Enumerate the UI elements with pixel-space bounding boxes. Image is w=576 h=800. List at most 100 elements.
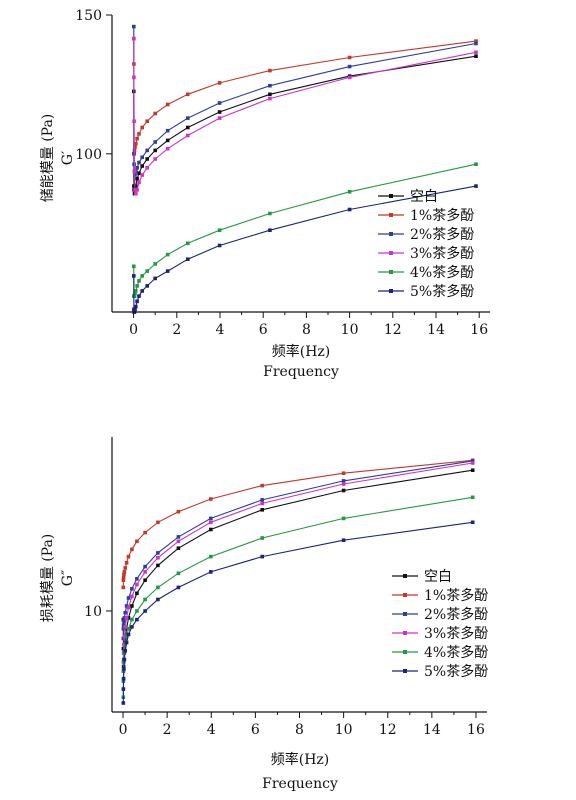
y-axis-label: 储能模量 (Pa) bbox=[40, 114, 56, 203]
legend-item: 1%茶多酚 bbox=[392, 587, 488, 604]
series-0 bbox=[121, 468, 475, 669]
data-point bbox=[347, 75, 352, 80]
data-point bbox=[140, 274, 144, 278]
data-point bbox=[134, 191, 138, 196]
data-point bbox=[132, 294, 137, 298]
y-axis-symbol: G″ bbox=[60, 570, 76, 586]
data-point bbox=[470, 520, 475, 525]
series-0 bbox=[132, 54, 478, 196]
data-point bbox=[474, 184, 478, 188]
y-tick-label: 10 bbox=[84, 604, 102, 620]
series-line bbox=[122, 462, 473, 672]
data-point bbox=[135, 284, 139, 288]
x-tick-label: 8 bbox=[295, 722, 304, 738]
data-point bbox=[134, 304, 138, 309]
x-axis-label-cn: 频率(Hz) bbox=[272, 343, 331, 360]
legend-item: 3%茶多酚 bbox=[378, 245, 474, 262]
data-point bbox=[145, 284, 149, 288]
data-point bbox=[145, 157, 149, 161]
legend-label: 2%茶多酚 bbox=[424, 606, 488, 623]
x-tick-label: 6 bbox=[251, 722, 260, 738]
data-point bbox=[260, 483, 264, 488]
series-3 bbox=[132, 36, 478, 196]
data-point bbox=[126, 627, 131, 631]
data-point bbox=[134, 289, 138, 293]
legend-item: 4%茶多酚 bbox=[392, 644, 488, 661]
data-point bbox=[470, 495, 475, 500]
data-point bbox=[121, 575, 126, 580]
data-point bbox=[474, 41, 478, 46]
legend-swatch-marker bbox=[403, 612, 407, 616]
data-point bbox=[122, 619, 126, 624]
x-tick-label: 14 bbox=[423, 722, 441, 738]
data-point bbox=[126, 616, 131, 620]
data-point bbox=[156, 556, 160, 560]
storage-modulus-chart: 0 2 4 6 8 10 12 14 16 100 150 空白 1%茶多酚 2%茶多酚 3%茶多酚 4%茶… bbox=[40, 8, 490, 380]
data-point bbox=[341, 488, 346, 493]
data-point bbox=[143, 609, 147, 613]
x-tick-label: 2 bbox=[172, 322, 181, 338]
data-point bbox=[186, 133, 190, 138]
data-point bbox=[260, 536, 264, 540]
data-point bbox=[140, 125, 144, 130]
series-5 bbox=[121, 520, 475, 705]
data-point bbox=[268, 228, 272, 232]
data-point bbox=[130, 594, 134, 599]
legend-swatch-marker bbox=[389, 232, 393, 236]
data-point bbox=[209, 516, 213, 521]
data-point bbox=[133, 145, 137, 149]
data-point bbox=[153, 157, 157, 161]
x-tick-label: 6 bbox=[259, 322, 268, 338]
data-point bbox=[153, 262, 157, 266]
legend-item: 2%茶多酚 bbox=[392, 606, 488, 623]
data-point bbox=[122, 616, 127, 620]
data-point bbox=[121, 585, 126, 590]
data-point bbox=[268, 83, 272, 88]
x-axis-label-en: Frequency bbox=[263, 364, 339, 380]
data-point bbox=[347, 190, 352, 194]
data-point bbox=[176, 539, 181, 544]
data-point bbox=[124, 634, 129, 639]
series-line bbox=[122, 469, 473, 667]
data-point bbox=[122, 651, 127, 655]
data-point bbox=[165, 146, 170, 151]
series-line bbox=[122, 521, 473, 704]
data-point bbox=[209, 497, 213, 501]
legend-label: 3%茶多酚 bbox=[424, 625, 488, 642]
data-point bbox=[217, 101, 222, 105]
data-point bbox=[135, 176, 139, 181]
data-point bbox=[341, 482, 346, 486]
data-point bbox=[126, 632, 131, 637]
data-point bbox=[121, 676, 126, 681]
data-point bbox=[260, 498, 264, 502]
data-point bbox=[143, 570, 147, 574]
data-point bbox=[133, 307, 137, 312]
legend-item: 空白 bbox=[392, 569, 452, 585]
data-point bbox=[341, 538, 346, 542]
data-point bbox=[135, 617, 139, 622]
x-axis-label-en: Frequency bbox=[262, 776, 338, 792]
data-point bbox=[165, 102, 170, 107]
data-point bbox=[153, 276, 157, 281]
data-point bbox=[123, 642, 127, 647]
data-point bbox=[209, 527, 213, 532]
data-point bbox=[140, 155, 144, 160]
data-point bbox=[130, 604, 134, 608]
series-line bbox=[122, 496, 473, 698]
data-point bbox=[176, 509, 181, 514]
legend: 空白 1%茶多酚 2%茶多酚 3%茶多酚 4%茶多酚 5%茶多酚 bbox=[378, 189, 474, 300]
data-point bbox=[124, 627, 129, 631]
data-point bbox=[186, 116, 190, 120]
x-tick-label: 16 bbox=[467, 722, 485, 738]
legend-label: 空白 bbox=[424, 569, 452, 585]
data-point bbox=[123, 566, 127, 570]
data-point bbox=[186, 125, 190, 130]
data-point bbox=[123, 636, 127, 641]
legend-swatch-marker bbox=[389, 289, 393, 293]
series-line bbox=[133, 26, 477, 176]
data-point bbox=[130, 625, 134, 629]
data-point bbox=[134, 141, 138, 146]
data-point bbox=[135, 582, 139, 587]
data-point bbox=[474, 162, 478, 166]
data-point bbox=[217, 110, 222, 114]
